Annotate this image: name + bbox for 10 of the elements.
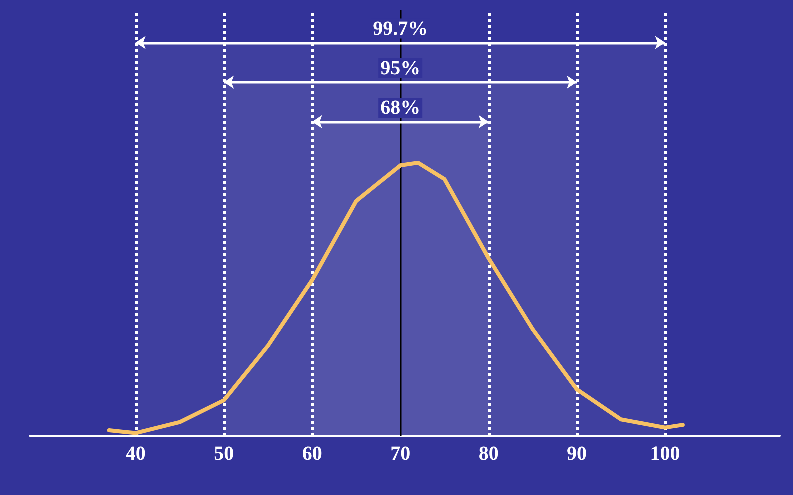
x-tick-label: 40 — [126, 443, 146, 465]
band-label: 68% — [380, 96, 421, 119]
band-label: 95% — [380, 57, 421, 80]
x-tick-label: 50 — [214, 443, 234, 465]
x-tick-label: 90 — [567, 443, 588, 465]
x-tick-label: 70 — [390, 443, 411, 465]
x-tick-label: 80 — [478, 443, 499, 465]
band-label: 99.7% — [373, 18, 428, 40]
x-tick-label: 100 — [650, 443, 680, 465]
x-tick-label: 60 — [302, 443, 322, 465]
